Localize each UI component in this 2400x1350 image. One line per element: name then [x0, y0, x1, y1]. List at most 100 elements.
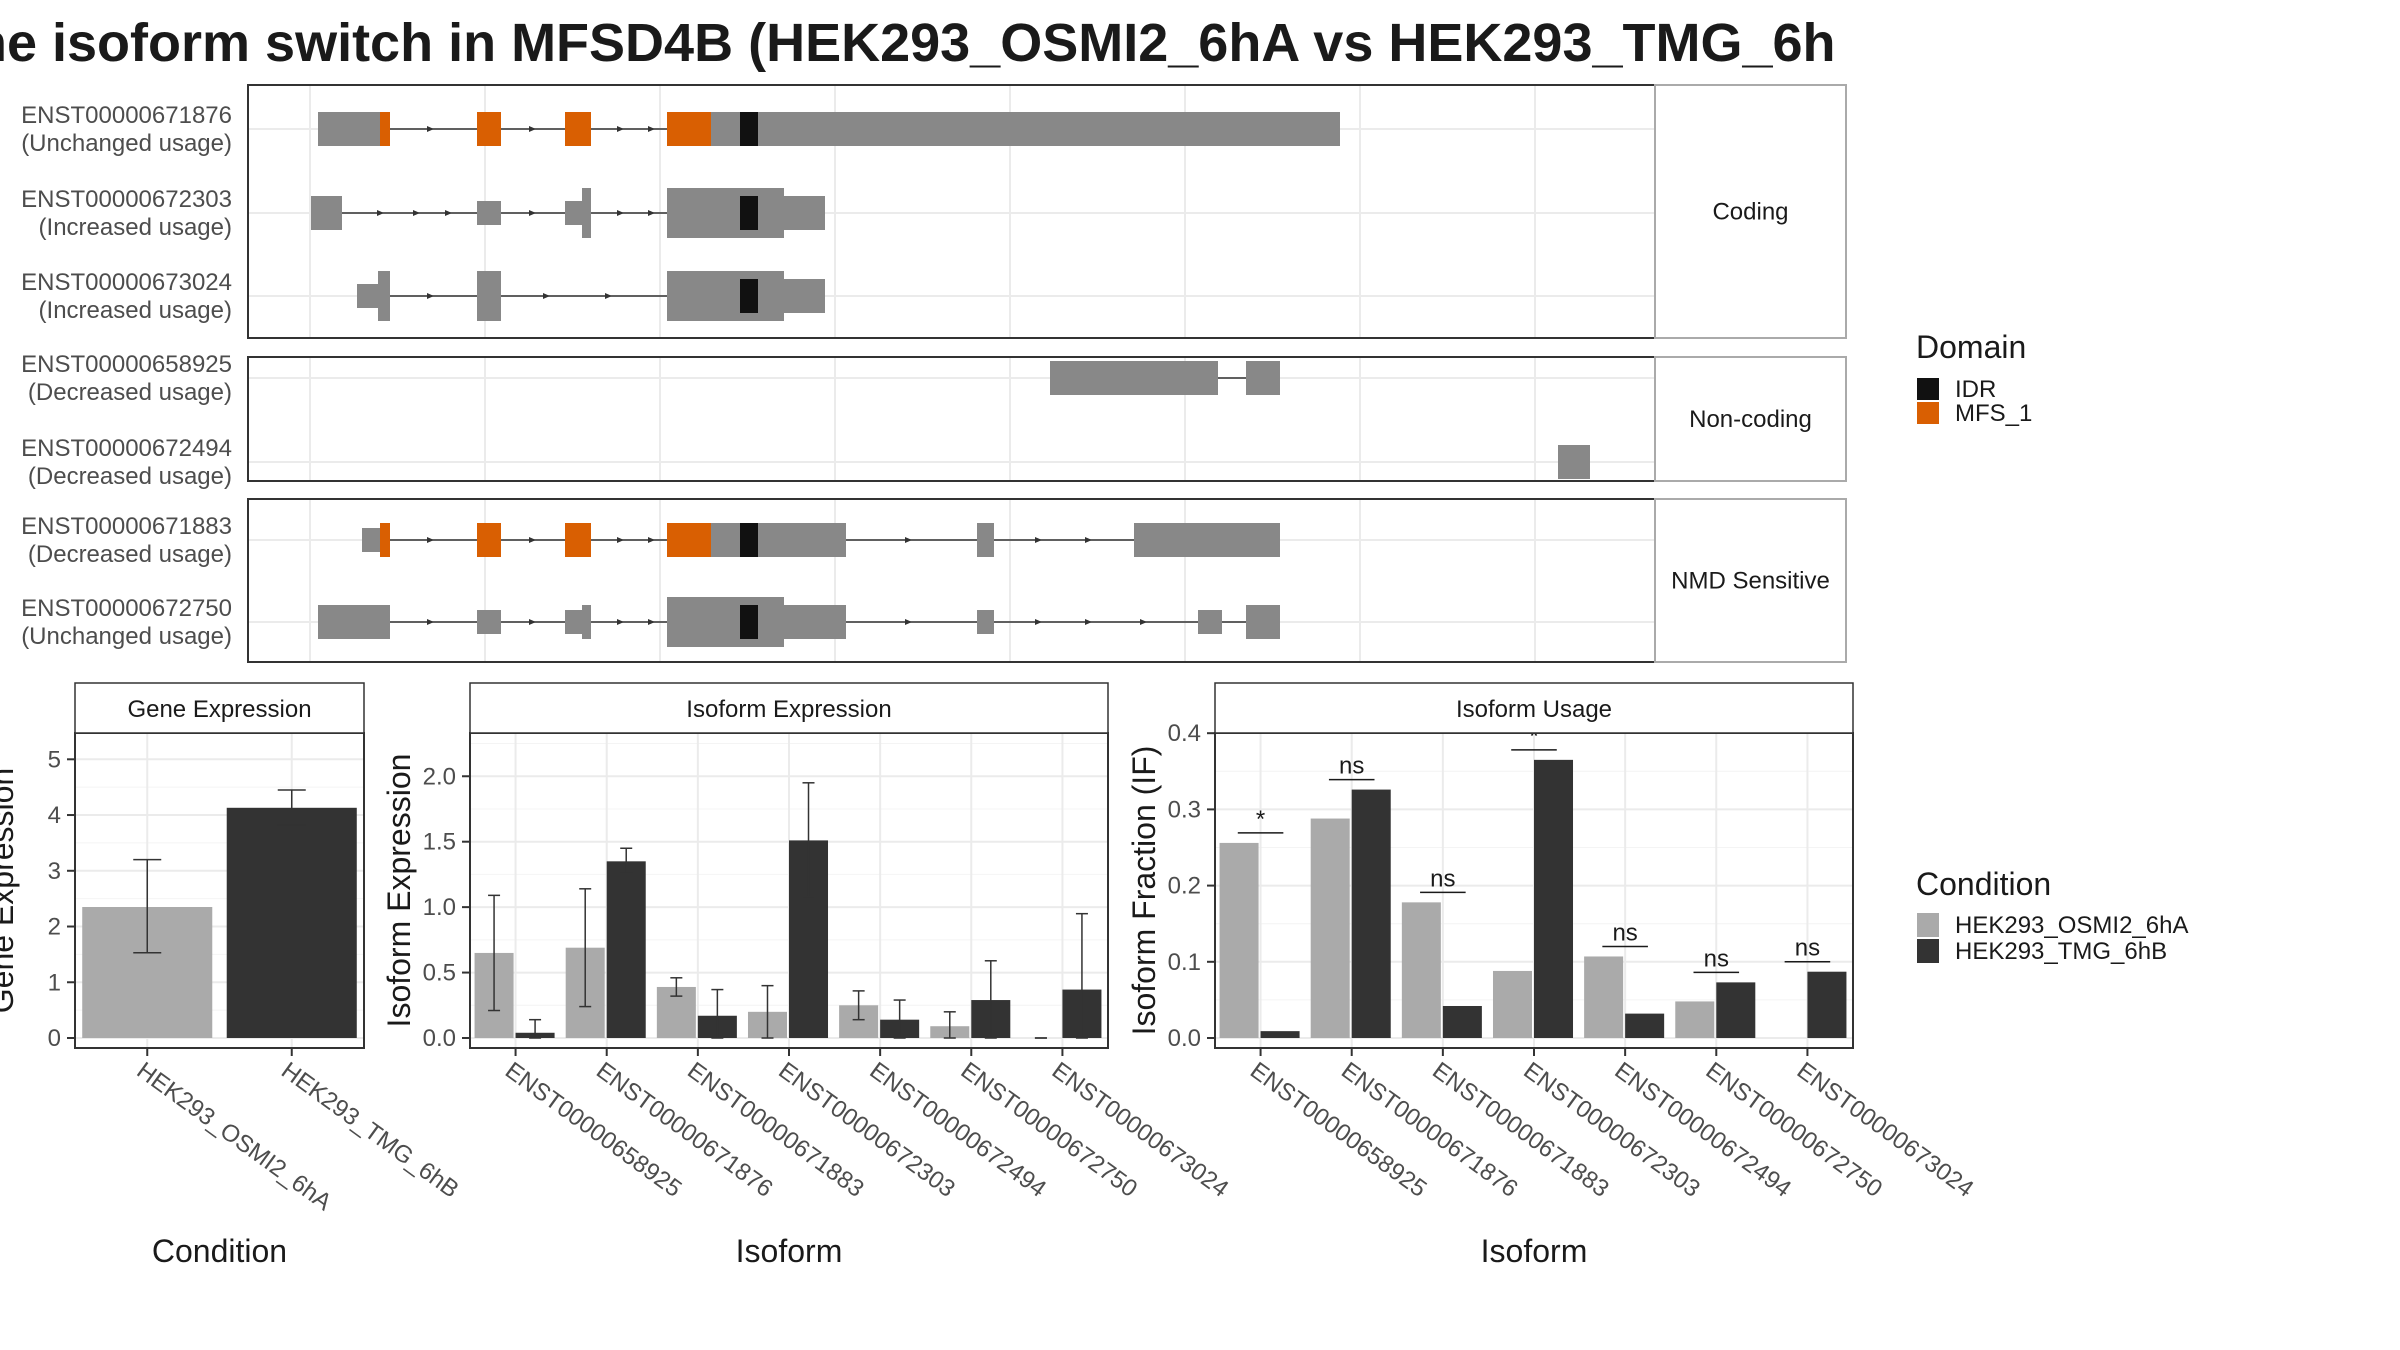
facet-strip	[1654, 498, 1847, 663]
exon-block	[1246, 361, 1280, 395]
bar-condition-b	[1716, 982, 1756, 1038]
transcript-id-label: ENST00000672303	[21, 186, 232, 213]
intron-direction-arrow	[377, 210, 384, 216]
bars	[1219, 759, 1847, 1038]
transcript-row: ENST00000671876(Unchanged usage)	[21, 102, 1340, 157]
x-axis-title: Isoform	[736, 1233, 843, 1269]
exon-block	[784, 523, 846, 557]
y-tick-label: 0.1	[1168, 949, 1201, 976]
significance-label: ns	[1339, 753, 1364, 780]
bar-condition-b	[1807, 971, 1847, 1038]
exon-block	[758, 523, 784, 557]
domain-legend-title: Domain	[1916, 329, 2026, 365]
exon-block	[311, 196, 342, 230]
mfs-domain-block	[565, 523, 591, 557]
panel-title: Isoform Expression	[686, 696, 891, 723]
exon-block	[758, 271, 784, 321]
exon-block	[1050, 361, 1218, 395]
y-tick-label: 0.4	[1168, 720, 1201, 747]
idr-domain-block	[740, 523, 758, 557]
exon-block	[318, 112, 380, 146]
y-tick-label: 0.0	[1168, 1025, 1201, 1052]
domain-legend-swatch	[1917, 378, 1939, 400]
panel-strip	[469, 682, 1109, 734]
exon-block	[477, 271, 501, 321]
intron-direction-arrow	[1140, 619, 1147, 625]
domain-legend-swatch	[1917, 402, 1939, 424]
condition-legend-label: HEK293_OSMI2_6hA	[1955, 912, 2188, 939]
y-tick-label: 0	[48, 1025, 61, 1052]
exon-block	[667, 188, 740, 238]
exon-block	[1246, 605, 1280, 639]
intron-direction-arrow	[905, 537, 912, 543]
bar-condition-a	[1219, 842, 1259, 1038]
intron-direction-arrow	[1035, 619, 1042, 625]
significance-label: ns	[1430, 865, 1455, 892]
exon-block	[784, 279, 825, 313]
exon-block	[758, 112, 784, 146]
transcript-id-label: ENST00000672750	[21, 595, 232, 622]
bar-condition-a	[1584, 956, 1624, 1038]
transcript-row: ENST00000672750(Unchanged usage)	[21, 595, 1280, 650]
intron-direction-arrow	[427, 619, 434, 625]
x-axis-title: Isoform	[1481, 1233, 1588, 1269]
exon-block	[1198, 610, 1222, 634]
intron-direction-arrow	[427, 537, 434, 543]
exon-block	[758, 188, 784, 238]
intron-direction-arrow	[1085, 619, 1092, 625]
transcript-usage-label: (Unchanged usage)	[21, 623, 232, 650]
y-tick-label: 1.5	[423, 829, 456, 856]
transcript-id-label: ENST00000658925	[21, 351, 232, 378]
intron-direction-arrow	[543, 293, 550, 299]
condition-legend-swatch	[1917, 913, 1939, 937]
intron-direction-arrow	[427, 126, 434, 132]
significance-label: ns	[1612, 919, 1637, 946]
condition-legend-title: Condition	[1916, 866, 2051, 902]
intron-direction-arrow	[427, 293, 434, 299]
intron-direction-arrow	[617, 210, 624, 216]
bar-condition-b	[606, 861, 646, 1038]
exon-block	[711, 112, 740, 146]
intron-direction-arrow	[905, 619, 912, 625]
intron-direction-arrow	[529, 619, 536, 625]
exon-block	[477, 201, 501, 225]
transcript-row: ENST00000672494(Decreased usage)	[21, 435, 1590, 490]
significance-label: ns	[1704, 945, 1729, 972]
mfs-domain-block	[565, 112, 591, 146]
exon-block	[667, 271, 740, 321]
intron-direction-arrow	[648, 126, 655, 132]
exon-block	[357, 284, 378, 308]
intron-direction-arrow	[413, 210, 420, 216]
panel-strip	[74, 682, 365, 734]
bar-condition-b	[1260, 1031, 1300, 1038]
y-tick-label: 4	[48, 802, 61, 829]
exon-block	[711, 523, 740, 557]
x-axis-title: Condition	[152, 1233, 287, 1269]
condition-legend-label: HEK293_TMG_6hB	[1955, 938, 2167, 965]
facet-strip-label: NMD Sensitive	[1671, 568, 1830, 595]
y-tick-label: 0.3	[1168, 796, 1201, 823]
facet-panel-background	[248, 499, 1655, 662]
intron-direction-arrow	[648, 210, 655, 216]
transcript-id-label: ENST00000671883	[21, 513, 232, 540]
transcript-row: ENST00000671883(Decreased usage)	[21, 513, 1280, 568]
exon-block	[977, 610, 994, 634]
bar-condition-b	[1442, 1005, 1482, 1038]
isoform-expression-panel: Isoform Expression0.00.51.01.52.0ENST000…	[381, 682, 1233, 1269]
intron-direction-arrow	[648, 619, 655, 625]
transcript-id-label: ENST00000672494	[21, 435, 232, 462]
intron-direction-arrow	[617, 126, 624, 132]
y-tick-label: 2	[48, 914, 61, 941]
panel-title: Isoform Usage	[1456, 696, 1612, 723]
y-tick-label: 0.5	[423, 960, 456, 987]
bar-condition-a	[1675, 1001, 1715, 1038]
intron-direction-arrow	[648, 537, 655, 543]
idr-domain-block	[740, 112, 758, 146]
exon-block	[477, 610, 501, 634]
panel-strip	[1214, 682, 1854, 734]
significance-label: *	[1529, 723, 1538, 750]
facet-strip	[1654, 356, 1847, 482]
